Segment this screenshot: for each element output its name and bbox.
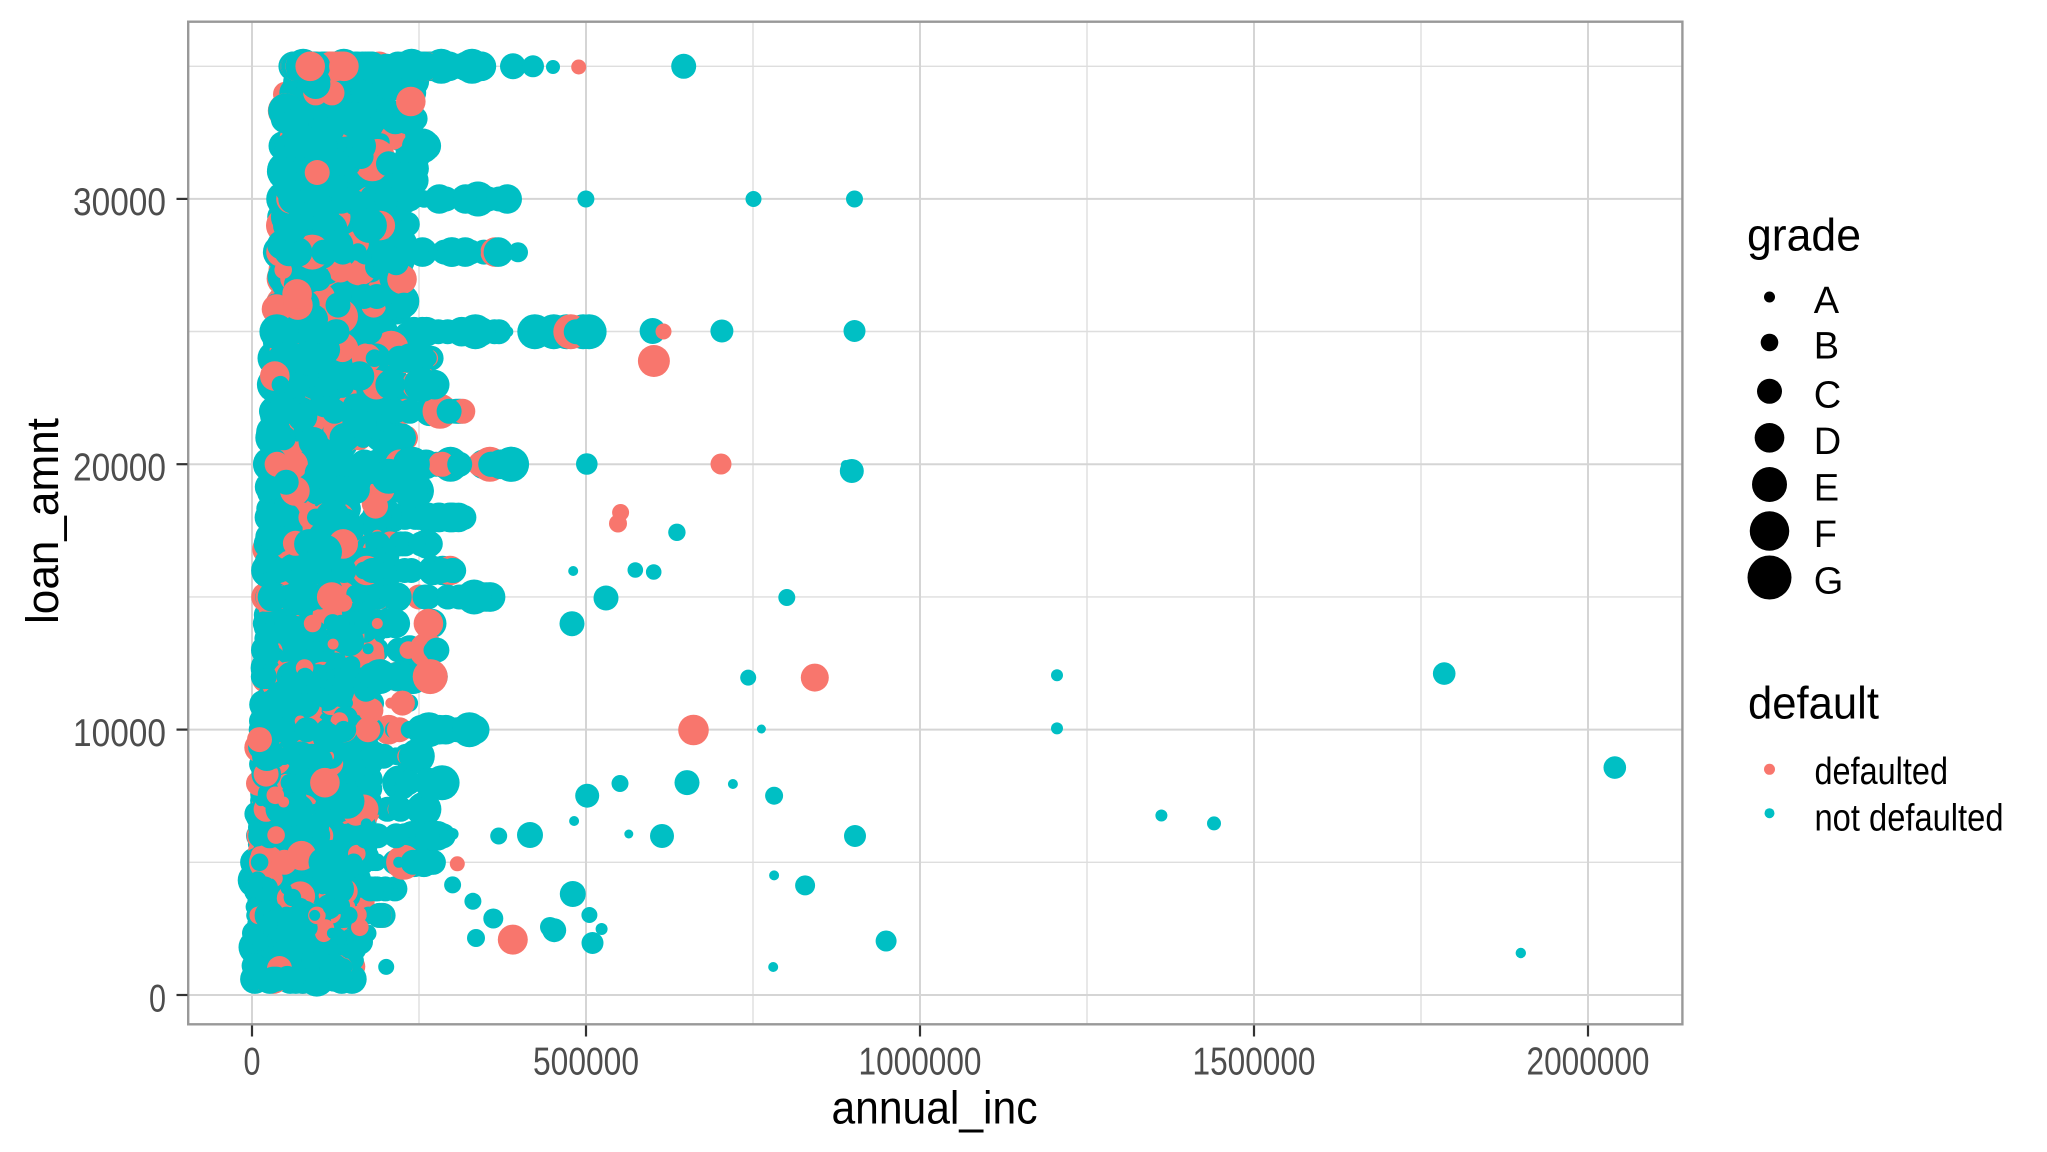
svg-text:E: E: [1814, 468, 1839, 510]
svg-text:1000000: 1000000: [859, 1041, 982, 1084]
svg-text:not defaulted: not defaulted: [1815, 798, 2004, 840]
svg-text:defaulted: defaulted: [1815, 751, 1949, 793]
svg-text:20000: 20000: [73, 447, 166, 490]
svg-text:G: G: [1814, 561, 1844, 603]
svg-text:F: F: [1814, 514, 1837, 556]
svg-text:C: C: [1814, 375, 1841, 417]
svg-text:0: 0: [149, 977, 166, 1020]
svg-text:0: 0: [244, 1041, 261, 1084]
svg-text:10000: 10000: [73, 712, 166, 755]
svg-text:grade: grade: [1747, 210, 1861, 261]
svg-text:A: A: [1814, 280, 1840, 322]
svg-text:500000: 500000: [533, 1041, 639, 1084]
svg-text:D: D: [1814, 421, 1841, 463]
svg-text:loan_amnt: loan_amnt: [17, 418, 68, 624]
svg-text:default: default: [1748, 678, 1879, 729]
svg-text:annual_inc: annual_inc: [832, 1082, 1038, 1134]
svg-text:B: B: [1814, 326, 1839, 368]
svg-text:1500000: 1500000: [1193, 1041, 1316, 1084]
svg-text:30000: 30000: [73, 181, 166, 224]
svg-text:2000000: 2000000: [1527, 1041, 1650, 1084]
